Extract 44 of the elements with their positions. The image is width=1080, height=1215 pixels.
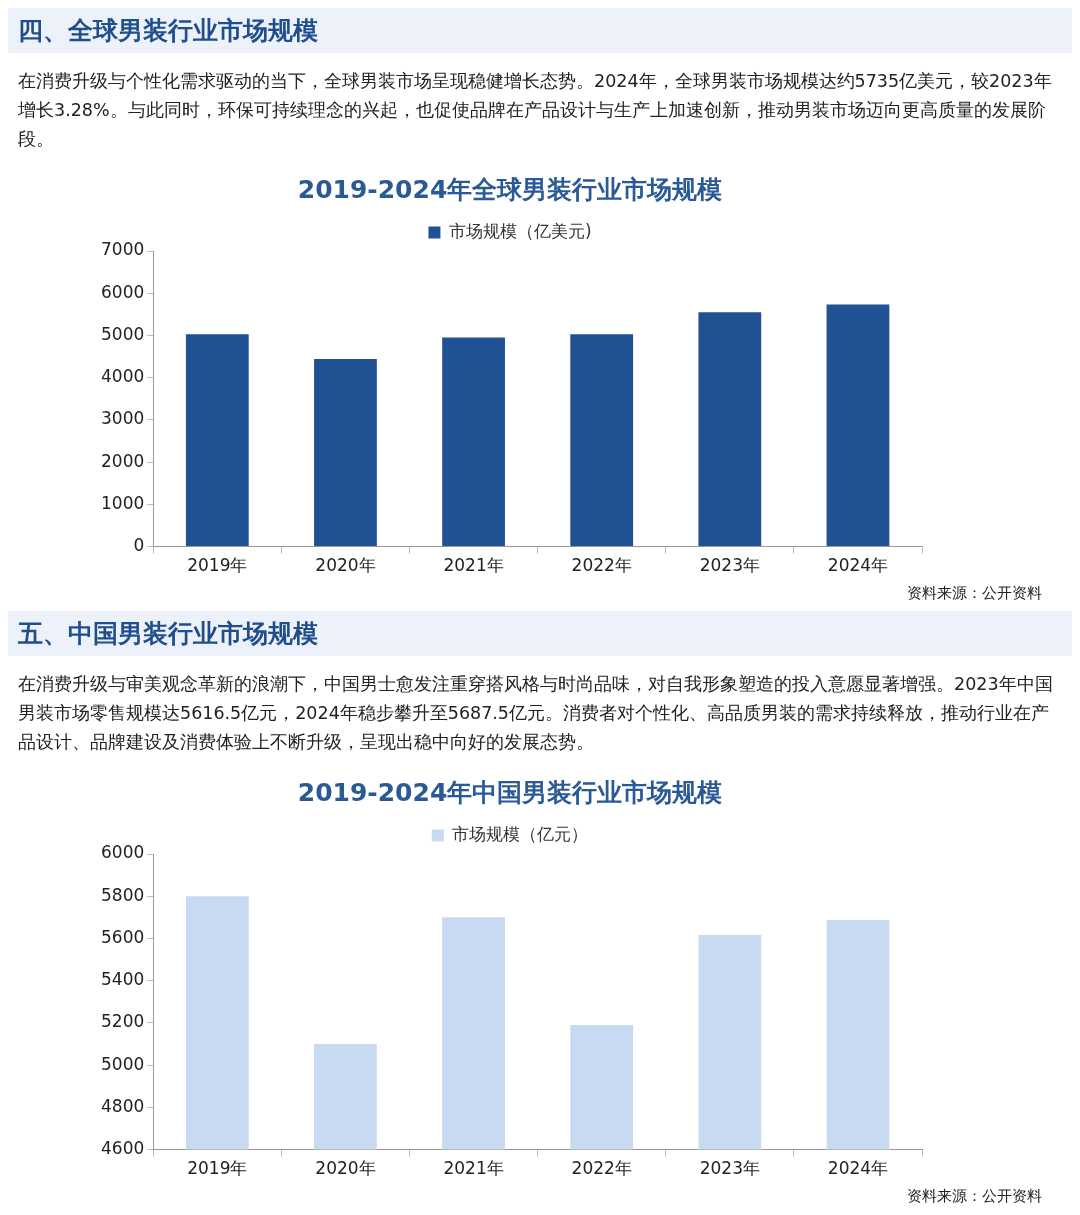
bar [442, 337, 505, 547]
y-tick-label: 5800 [101, 884, 145, 905]
legend-label: 市场规模（亿元） [452, 823, 589, 844]
text: 在消费升级与审美观念革新的浪潮下，中国男士愈发注重穿搭风格与时尚品味，对自我形象塑造的投入意愿显著增强。2023年中国男装市场零售规模达5616.5亿元，2024年稳步攀升至5687.5亿元。消费者对个性化、高品质男装的需求持续释放，推动行业在产品设计、品牌建设及消费体验上不断升级，呈现出稳中向好的发展态势。 [17, 673, 1054, 754]
x-tick-label: 2023年 [699, 555, 760, 576]
y-tick-label: 5200 [101, 1011, 145, 1032]
bar [698, 312, 762, 547]
text: 在消费升级与个性化需求驱动的当下，全球男装市场呈现稳健增长态势。2024年，全球男装市场规模达约5735亿美元，较2023年增长3.28%。与此同时，环保可持续理念的兴起，也促使品牌在产品设计与生产上加速创新，推动男装市场迈向更高质量的发展阶段。 [17, 70, 1053, 151]
y-tick-label: 6000 [101, 842, 145, 863]
y-tick-label: 5000 [101, 1053, 145, 1074]
chart-title: 2019-2024年中国男装行业市场规模 [297, 777, 723, 807]
x-tick-label: 2020年 [315, 555, 376, 576]
chart-title: 2019-2024年全球男装行业市场规模 [297, 174, 723, 204]
y-tick-label: 4000 [101, 366, 145, 387]
x-tick-label: 2020年 [315, 1158, 376, 1179]
text: 资料来源：公开资料 [906, 1186, 1043, 1207]
y-tick-label: 4600 [101, 1138, 145, 1159]
x-tick-label: 2022年 [571, 555, 632, 576]
bar [314, 359, 377, 547]
x-tick-label: 2022年 [571, 1158, 632, 1179]
x-tick-label: 2021年 [443, 555, 504, 576]
bar [570, 334, 634, 547]
text: 资料来源：公开资料 [906, 583, 1043, 604]
y-tick-label: 3000 [101, 408, 145, 429]
y-tick-label: 5600 [101, 926, 145, 947]
x-tick-label: 2019年 [187, 555, 248, 576]
y-tick-label: 1000 [101, 492, 145, 513]
bar [185, 334, 249, 547]
y-tick-label: 5000 [101, 323, 145, 344]
y-tick-label: 5400 [101, 969, 145, 990]
x-tick-label: 2023年 [699, 1158, 760, 1179]
y-tick-label: 6000 [101, 281, 145, 302]
x-tick-label: 2021年 [443, 1158, 504, 1179]
bar [826, 304, 890, 547]
y-tick-label: 0 [133, 535, 145, 556]
x-tick-label: 2024年 [827, 1158, 889, 1179]
x-tick-label: 2024年 [827, 555, 889, 576]
x-tick-label: 2019年 [187, 1158, 248, 1179]
text: 四、全球男装行业市场规模 [8, 8, 1072, 53]
legend-label: 市场规模（亿美元) [448, 220, 592, 241]
y-tick-label: 2000 [101, 450, 145, 471]
y-tick-label: 7000 [101, 239, 145, 260]
text: 五、中国男装行业市场规模 [8, 611, 1072, 656]
y-tick-label: 4800 [101, 1095, 145, 1116]
